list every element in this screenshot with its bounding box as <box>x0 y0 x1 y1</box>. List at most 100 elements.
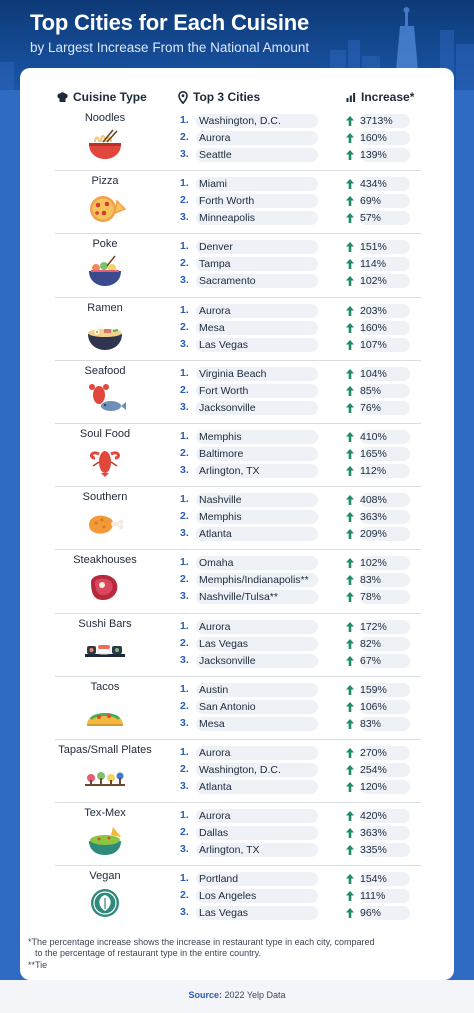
city-row: 3. Arlington, TX 112% <box>180 464 420 478</box>
city-row: 2. Los Angeles 111% <box>180 889 420 903</box>
pizza-icon <box>90 196 127 222</box>
up-arrow-icon <box>346 908 354 918</box>
city-pill: San Antonio <box>196 700 318 714</box>
city-name: Sacramento <box>199 275 256 287</box>
city-row: 2. Fort Worth 85% <box>180 384 420 398</box>
city-name: Aurora <box>199 621 231 633</box>
rank-number: 1. <box>180 556 189 568</box>
increase-pill: 83% <box>360 573 410 587</box>
increase-pill: 3713% <box>360 114 410 128</box>
city-row: 1. Aurora 203% <box>180 304 420 318</box>
increase-pill: 85% <box>360 384 410 398</box>
increase-pill: 102% <box>360 274 410 288</box>
increase-value: 209% <box>360 528 387 540</box>
rank-number: 2. <box>180 384 189 396</box>
city-row: 1. Aurora 270% <box>180 746 420 760</box>
increase-pill: 151% <box>360 240 410 254</box>
city-pill: Portland <box>196 872 318 886</box>
increase-value: 434% <box>360 178 387 190</box>
crawfish-icon <box>90 451 120 477</box>
rank-number: 3. <box>180 401 189 413</box>
column-header-cities: Top 3 Cities <box>178 90 260 104</box>
group-divider <box>55 802 421 803</box>
increase-value: 363% <box>360 511 387 523</box>
rank-number: 3. <box>180 211 189 223</box>
rank-number: 3. <box>180 148 189 160</box>
rank-number: 2. <box>180 826 189 838</box>
city-pill: Los Angeles <box>196 889 318 903</box>
city-pill: Nashville/Tulsa** <box>196 590 318 604</box>
city-pill: Memphis <box>196 510 318 524</box>
increase-pill: 57% <box>360 211 410 225</box>
rank-number: 3. <box>180 906 189 918</box>
city-pill: Dallas <box>196 826 318 840</box>
city-name: Washington, D.C. <box>199 764 281 776</box>
city-pill: Baltimore <box>196 447 318 461</box>
city-name: Nashville <box>199 494 242 506</box>
cuisine-group: Seafood 1. Virginia Beach 104% 2. Fort Worth 8… <box>55 361 421 424</box>
group-divider <box>55 486 421 487</box>
up-arrow-icon <box>346 656 354 666</box>
cuisine-group: Pizza 1. Miami 434% 2. Forth Worth 69% 3. Minnea… <box>55 171 421 234</box>
increase-pill: 254% <box>360 763 410 777</box>
increase-pill: 106% <box>360 700 410 714</box>
city-row: 3. Nashville/Tulsa** 78% <box>180 590 420 604</box>
cuisine-group: Poke 1. Denver 151% 2. Tampa 114% 3. Sacramento 1… <box>55 234 421 297</box>
increase-value: 203% <box>360 305 387 317</box>
fried-chicken-icon <box>89 515 124 534</box>
increase-pill: 209% <box>360 527 410 541</box>
cuisine-group: Tacos 1. Austin 159% 2. San Antonio 106% 3. Mesa… <box>55 677 421 740</box>
up-arrow-icon <box>346 340 354 350</box>
rank-number: 1. <box>180 177 189 189</box>
up-arrow-icon <box>346 242 354 252</box>
city-name: Memphis <box>199 431 242 443</box>
city-row: 3. Minneapolis 57% <box>180 211 420 225</box>
cuisine-group: Noodles 1. Washington, D.C. 3713% 2. Aurora 16… <box>55 108 421 171</box>
rank-number: 3. <box>180 654 189 666</box>
up-arrow-icon <box>346 685 354 695</box>
city-row: 2. Washington, D.C. 254% <box>180 763 420 777</box>
up-arrow-icon <box>346 874 354 884</box>
cuisine-name: Tacos <box>90 681 120 693</box>
increase-value: 76% <box>360 402 382 414</box>
city-name: Washington, D.C. <box>199 115 281 127</box>
city-row: 2. Baltimore 165% <box>180 447 420 461</box>
up-arrow-icon <box>346 765 354 775</box>
up-arrow-icon <box>346 702 354 712</box>
city-pill: Memphis <box>196 430 318 444</box>
city-pill: Aurora <box>196 131 318 145</box>
rank-number: 1. <box>180 683 189 695</box>
increase-value: 139% <box>360 149 387 161</box>
city-row: 1. Nashville 408% <box>180 493 420 507</box>
up-arrow-icon <box>346 116 354 126</box>
footnote-line-1: *The percentage increase shows the incre… <box>28 937 375 947</box>
increase-pill: 69% <box>360 194 410 208</box>
city-pill: Austin <box>196 683 318 697</box>
increase-pill: 104% <box>360 367 410 381</box>
cuisine-name: Tex-Mex <box>84 807 126 819</box>
city-pill: Mesa <box>196 321 318 335</box>
up-arrow-icon <box>346 466 354 476</box>
city-name: Aurora <box>199 810 231 822</box>
increase-pill: 160% <box>360 321 410 335</box>
rank-number: 3. <box>180 527 189 539</box>
increase-value: 69% <box>360 195 382 207</box>
increase-pill: 363% <box>360 510 410 524</box>
increase-pill: 203% <box>360 304 410 318</box>
up-arrow-icon <box>346 512 354 522</box>
cuisine-name: Sushi Bars <box>78 618 132 630</box>
city-name: Denver <box>199 241 233 253</box>
cuisine-group: Steakhouses 1. Omaha 102% 2. Memphis/Indianap… <box>55 550 421 613</box>
rank-number: 1. <box>180 746 189 758</box>
vegan-leaf-icon <box>91 889 119 917</box>
up-arrow-icon <box>346 719 354 729</box>
city-row: 2. Tampa 114% <box>180 257 420 271</box>
city-row: 3. Las Vegas 96% <box>180 906 420 920</box>
increase-pill: 410% <box>360 430 410 444</box>
increase-pill: 270% <box>360 746 410 760</box>
increase-value: 154% <box>360 873 387 885</box>
increase-value: 270% <box>360 747 387 759</box>
city-row: 3. Mesa 83% <box>180 717 420 731</box>
increase-value: 420% <box>360 810 387 822</box>
increase-pill: 111% <box>360 889 410 903</box>
